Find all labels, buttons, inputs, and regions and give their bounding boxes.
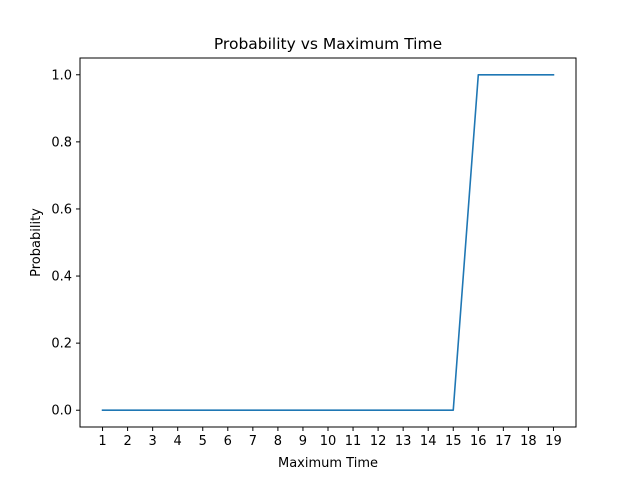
x-tick-label: 2 [123, 434, 131, 449]
y-axis-label: Probability [29, 208, 44, 277]
x-tick-label: 17 [495, 434, 512, 449]
x-tick-label: 15 [445, 434, 462, 449]
x-tick-label: 1 [98, 434, 106, 449]
y-axis-ticks: 0.0 0.2 0.4 0.6 0.8 1.0 [51, 68, 80, 419]
x-tick-label: 5 [199, 434, 207, 449]
axes-frame [79, 57, 577, 428]
y-tick-label: 0.0 [51, 404, 72, 419]
x-tick-label: 6 [224, 434, 232, 449]
series-line-0 [101, 73, 555, 412]
y-tick-label: 0.6 [51, 202, 72, 217]
y-tick-label: 0.8 [51, 135, 72, 150]
x-tick-label: 14 [420, 434, 437, 449]
y-tick-label: 0.4 [51, 270, 72, 285]
x-tick-label: 8 [274, 434, 282, 449]
x-tick-label: 19 [545, 434, 562, 449]
x-tick-label: 7 [249, 434, 257, 449]
x-tick-label: 9 [299, 434, 307, 449]
x-tick-label: 3 [149, 434, 157, 449]
x-tick-label: 13 [395, 434, 412, 449]
x-tick-label: 4 [174, 434, 182, 449]
x-tick-label: 16 [470, 434, 487, 449]
x-axis-ticks: 1 2 3 4 5 6 7 8 9 10 11 12 13 14 15 16 17 18 19 [98, 427, 562, 449]
x-tick-label: 18 [520, 434, 537, 449]
x-tick-label: 10 [320, 434, 337, 449]
x-tick-label: 12 [370, 434, 387, 449]
chart-title: Probability vs Maximum Time [214, 35, 442, 53]
y-tick-label: 0.2 [51, 337, 72, 352]
y-tick-label: 1.0 [51, 68, 72, 83]
x-tick-label: 11 [345, 434, 362, 449]
plot-area [101, 73, 555, 412]
x-axis-label: Maximum Time [278, 456, 378, 471]
